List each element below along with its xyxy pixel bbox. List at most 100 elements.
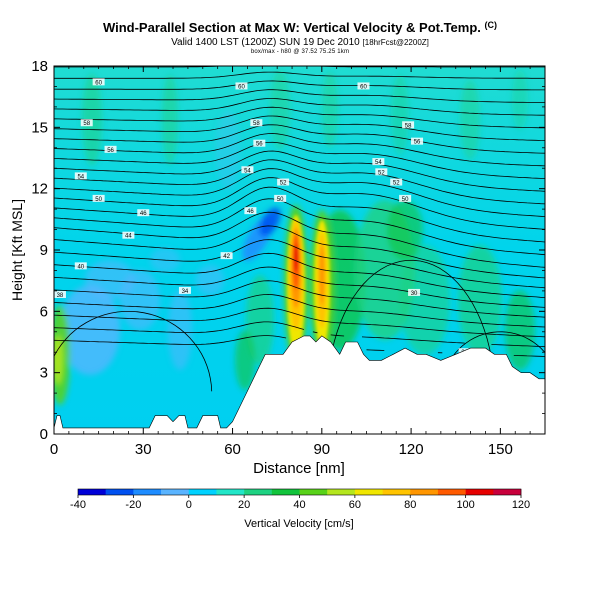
contour-label: 52 — [393, 181, 400, 187]
colorbar-swatch — [271, 489, 300, 495]
contour-label: 50 — [95, 197, 102, 203]
contour-label-bg — [235, 82, 248, 90]
pot-temp-contour-labels: 60 60 60 58 58 58 56 56 56 54 54 54 52 52 52 50 50 50 46 46… — [54, 78, 471, 356]
contour-label: 58 — [405, 123, 412, 129]
contour-label-bg — [411, 137, 424, 145]
isentrope-line — [54, 124, 545, 154]
contour-label-bg — [372, 158, 385, 166]
colorbar-swatch — [216, 489, 245, 495]
contour-label: 56 — [107, 148, 114, 154]
colorbar-swatch — [354, 489, 383, 495]
y-tick-label: 6 — [40, 303, 48, 320]
contour-label: 40 — [77, 264, 84, 270]
isentrope-line — [54, 335, 545, 357]
isentrope-line — [54, 186, 545, 243]
isentrope-line — [54, 115, 545, 141]
colorbar: -40 -20 0 20 40 60 80 100 120 — [70, 488, 530, 511]
contour-label: 52 — [378, 170, 385, 176]
contour-label-bg — [399, 194, 412, 202]
y-tick-label: 15 — [31, 119, 48, 136]
contour-label: 50 — [402, 197, 409, 203]
isentrope-line — [54, 71, 545, 79]
colorbar-tick-label: 20 — [238, 499, 250, 511]
colorbar-swatch — [382, 489, 411, 495]
contour-label: 56 — [414, 140, 421, 146]
contour-label-bg — [241, 166, 254, 174]
contour-label-bg — [250, 119, 263, 127]
x-tick-label: 120 — [399, 441, 424, 458]
colorbar-swatch — [437, 489, 466, 495]
colorbar-tick-label: 100 — [456, 499, 474, 511]
chart-subsubtitle: box/max - h80 @ 37.52 75.25 1km — [250, 49, 350, 55]
colorbar-tick-label: 60 — [349, 499, 361, 511]
contour-label: 44 — [125, 234, 132, 240]
colorbar-tick-label: -20 — [125, 499, 141, 511]
colorbar-tick-label: 0 — [186, 499, 192, 511]
contour-label-bg — [244, 207, 257, 215]
y-axis: 0 3 6 9 12 15 18 — [31, 58, 545, 443]
contour-label: 56 — [256, 142, 263, 148]
forecast-info: [18hrFcst@2200Z] — [362, 38, 429, 47]
contour-label: 42 — [223, 254, 230, 260]
isentrope-line — [54, 280, 545, 318]
chart-title: Wind-Parallel Section at Max W: Vertical… — [0, 20, 600, 35]
y-axis-label: Height [Kft MSL] — [9, 199, 25, 301]
contour-label-bg — [277, 178, 290, 186]
isentrope-line — [54, 211, 545, 268]
isentrope-line — [54, 307, 545, 338]
colorbar-tick-label: 120 — [512, 499, 530, 511]
contour-label-bg — [122, 231, 135, 239]
y-tick-label: 0 — [40, 426, 48, 443]
isentrope-line — [54, 177, 545, 230]
x-axis-label: Distance [nm] — [253, 460, 345, 477]
chart-title-text: Wind-Parallel Section at Max W: Vertical… — [102, 20, 481, 35]
isentrope-line — [54, 141, 545, 179]
contour-label-bg — [74, 262, 87, 270]
colorbar-swatch — [244, 489, 273, 495]
contour-label-bg — [274, 194, 287, 202]
x-tick-label: 150 — [488, 441, 513, 458]
contour-label: 52 — [280, 181, 287, 187]
isentrope-line — [54, 66, 545, 68]
isentrope-line — [54, 293, 545, 328]
contour-label-bg — [92, 194, 105, 202]
y-tick-label: 18 — [31, 58, 48, 75]
contour-label: 38 — [57, 293, 64, 299]
isentrope-line — [54, 150, 545, 192]
isentrope-line — [54, 266, 545, 308]
contour-label-bg — [220, 252, 233, 260]
y-tick-label: 3 — [40, 365, 48, 382]
colorbar-swatch — [327, 489, 356, 495]
contour-label: 34 — [182, 289, 189, 295]
colorbar-swatch — [161, 489, 190, 495]
contour-label: 58 — [253, 121, 260, 127]
contour-label-bg — [390, 178, 403, 186]
contour-label-bg — [92, 78, 105, 86]
contour-label-bg — [104, 145, 117, 153]
y-tick-label: 12 — [31, 181, 48, 198]
isentrope-line — [54, 225, 545, 279]
contour-label: 54 — [244, 168, 251, 174]
colorbar-label: Vertical Velocity [cm/s] — [244, 518, 353, 530]
contour-label-bg — [402, 121, 415, 129]
chart-subtitle: Valid 1400 LST (1200Z) SUN 19 Dec 2010 [… — [0, 37, 600, 48]
isentrope-line — [54, 168, 545, 217]
isentrope-line — [54, 98, 545, 116]
contour-label-bg — [178, 286, 191, 294]
contour-label: 60 — [360, 84, 367, 90]
contour-label-bg — [54, 290, 66, 298]
chart-title-code: (C) — [484, 20, 498, 30]
pot-temp-contours — [54, 66, 545, 394]
colorbar-swatch — [133, 489, 162, 495]
isentrope-line — [54, 198, 545, 256]
colorbar-swatch — [78, 489, 106, 495]
contour-label: 60 — [238, 84, 245, 90]
contour-label: 30 — [411, 291, 418, 297]
isentrope-line — [54, 133, 545, 167]
isentrope-line — [327, 259, 495, 394]
contour-label: 50 — [277, 197, 284, 203]
contour-label: 60 — [95, 80, 102, 86]
contour-label: 58 — [83, 121, 90, 127]
contour-label-bg — [253, 139, 266, 147]
